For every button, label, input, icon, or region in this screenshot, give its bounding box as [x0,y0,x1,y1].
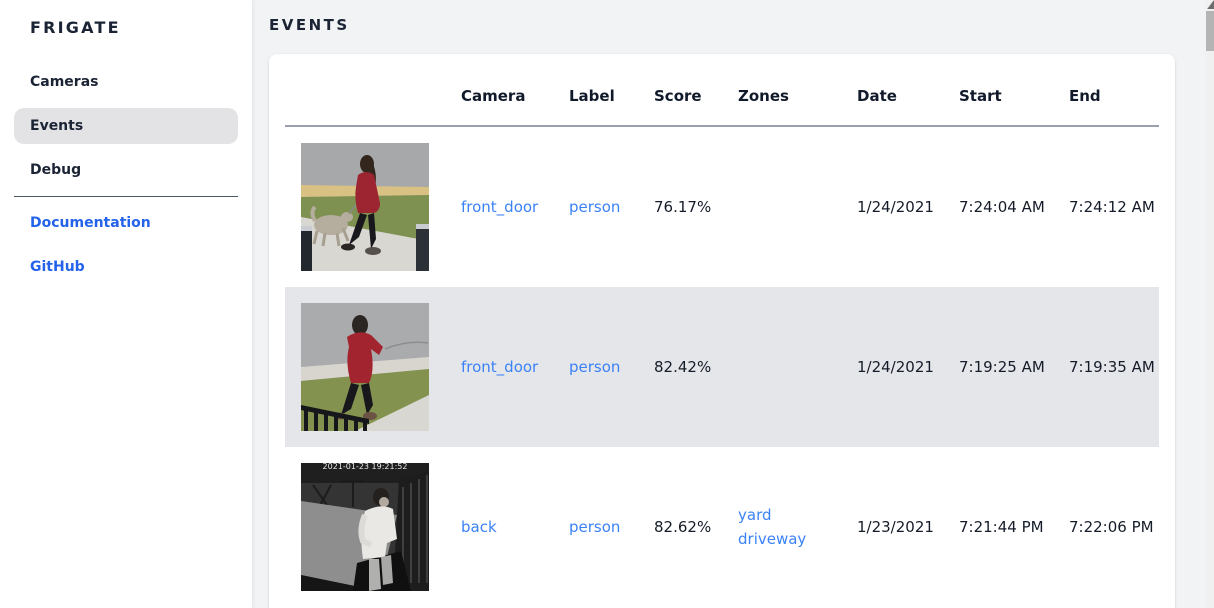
column-header-end: End [1069,87,1101,105]
thumbnail-timestamp-overlay: 2021-01-23 19:21:52 [323,463,408,471]
start-value: 7:24:04 AM [959,198,1045,216]
column-header-thumbnail [285,105,461,125]
event-thumbnail-infrared[interactable]: 2021-01-23 19:21:52 [301,463,429,591]
sidebar-item-debug[interactable]: Debug [14,152,238,188]
main-content: EVENTS Camera Label Score Zones Date Sta… [252,0,1214,608]
sidebar-item-label: Events [30,118,84,134]
scrollbar-thumb[interactable] [1206,11,1214,51]
table-row: front_door person 76.17% 1/24/2021 7:24:… [285,127,1159,287]
camera-link[interactable]: back [461,518,497,536]
end-value: 7:22:06 PM [1069,518,1154,536]
score-value: 82.42% [654,358,712,376]
column-header-label: Label [569,87,615,105]
table-row-highlighted: front_door person 82.42% 1/24/2021 7:19:… [285,287,1159,447]
label-link[interactable]: person [569,198,621,216]
sidebar-link-documentation[interactable]: Documentation [14,205,238,241]
thumbnail-image-infrared-person: 2021-01-23 19:21:52 [301,463,429,591]
sidebar-links: Documentation GitHub [0,205,252,285]
score-value: 76.17% [654,198,712,216]
sidebar-link-label: Documentation [30,215,151,231]
sidebar: FRIGATE Cameras Events Debug Documentati… [0,0,252,608]
sidebar-link-label: GitHub [30,259,85,275]
start-value: 7:19:25 AM [959,358,1045,376]
event-thumbnail-person-hoodie[interactable] [301,303,429,431]
start-value: 7:21:44 PM [959,518,1044,536]
scroll-up-arrow-icon[interactable] [1207,0,1214,9]
sidebar-item-events[interactable]: Events [14,108,238,144]
scrollbar[interactable] [1206,0,1214,608]
app-logo: FRIGATE [30,18,121,37]
sidebar-item-cameras[interactable]: Cameras [14,64,238,100]
end-value: 7:24:12 AM [1069,198,1155,216]
sidebar-item-label: Debug [30,162,82,178]
sidebar-divider [14,196,238,197]
thumbnail-image-person-red-hoodie [301,303,429,431]
column-header-zones: Zones [738,87,789,105]
table-header-row: Camera Label Score Zones Date Start End [285,54,1159,127]
zone-link-yard[interactable]: yard [738,506,772,524]
date-value: 1/23/2021 [857,518,934,536]
camera-link[interactable]: front_door [461,358,539,376]
camera-link[interactable]: front_door [461,198,539,216]
end-value: 7:19:35 AM [1069,358,1155,376]
page-title: EVENTS [269,16,350,34]
zones-cell: yard driveway [738,503,857,551]
column-header-start: Start [959,87,1002,105]
events-card: Camera Label Score Zones Date Start End [269,54,1175,608]
sidebar-item-label: Cameras [30,74,99,90]
event-thumbnail-person-dog[interactable] [301,143,429,271]
label-link[interactable]: person [569,518,621,536]
date-value: 1/24/2021 [857,198,934,216]
sidebar-link-github[interactable]: GitHub [14,249,238,285]
events-table: Camera Label Score Zones Date Start End [285,54,1159,607]
score-value: 82.62% [654,518,712,536]
date-value: 1/24/2021 [857,358,934,376]
column-header-date: Date [857,87,897,105]
thumbnail-image-person-red-coat-dog [301,143,429,271]
column-header-camera: Camera [461,87,526,105]
sidebar-nav: Cameras Events Debug [0,64,252,188]
label-link[interactable]: person [569,358,621,376]
zone-link-driveway[interactable]: driveway [738,530,807,548]
table-row: 2021-01-23 19:21:52 back person 82.62% y… [285,447,1159,607]
column-header-score: Score [654,87,702,105]
